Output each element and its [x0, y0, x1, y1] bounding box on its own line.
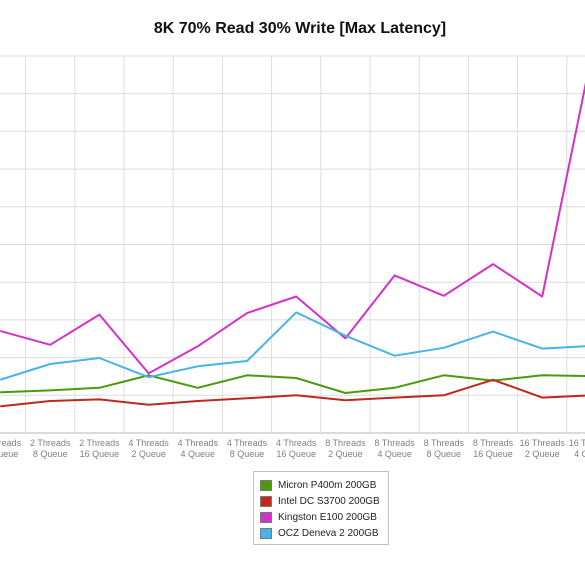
grid	[0, 55, 585, 434]
legend-swatch	[260, 511, 272, 523]
x-tick-label: 4 Threads 8 Queue	[227, 438, 268, 459]
x-tick-label: 4 Threads 2 Queue	[128, 438, 169, 459]
legend-item: Intel DC S3700 200GB	[260, 493, 388, 509]
chart-title: 8K 70% Read 30% Write [Max Latency]	[153, 20, 447, 37]
legend-label: Intel DC S3700 200GB	[278, 495, 380, 507]
legend-item: OCZ Deneva 2 200GB	[260, 525, 388, 541]
x-tick-label: 16 Threads 2 Queue	[520, 438, 566, 459]
legend-item: Micron P400m 200GB	[260, 477, 388, 493]
legend-swatch	[260, 479, 272, 491]
legend-swatch	[260, 527, 272, 539]
legend-label: Kingston E100 200GB	[278, 511, 377, 523]
x-tick-label: 8 Threads 8 Queue	[424, 438, 465, 459]
x-tick-label: 8 Threads 2 Queue	[325, 438, 366, 459]
series-line-micron-p400m-200gb	[0, 374, 585, 394]
series-line-ocz-deneva-2-200gb	[0, 311, 585, 381]
series-line-intel-dc-s3700-200gb	[0, 378, 585, 408]
x-tick-label: 2 Threads 16 Queue	[79, 438, 120, 459]
x-tick-label: 8 Threads 4 Queue	[374, 438, 415, 459]
x-tick-label: 4 Threads 16 Queue	[276, 438, 317, 459]
series-lines	[0, 82, 585, 408]
x-tick-label: 8 Threads 16 Queue	[473, 438, 514, 459]
legend-swatch	[260, 495, 272, 507]
series-line-kingston-e100-200gb	[0, 82, 585, 375]
legend: Micron P400m 200GB Intel DC S3700 200GB Ki…	[253, 471, 389, 545]
x-tick-label: 2 Threads 8 Queue	[30, 438, 71, 459]
x-tick-label: 4 Threads 4 Queue	[178, 438, 219, 459]
legend-label: OCZ Deneva 2 200GB	[278, 527, 379, 539]
legend-item: Kingston E100 200GB	[260, 509, 388, 525]
legend-label: Micron P400m 200GB	[278, 479, 377, 491]
